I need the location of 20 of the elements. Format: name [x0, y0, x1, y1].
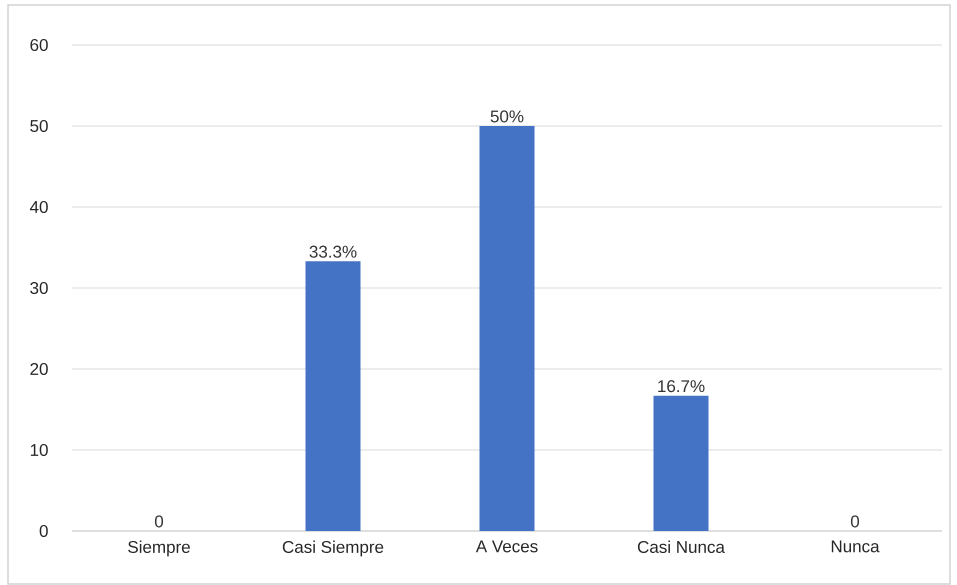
y-tick-label: 20 [30, 362, 48, 376]
data-label: 16.7% [658, 380, 704, 392]
x-tick-label: Nunca [832, 540, 880, 552]
x-tick-label: Casi Siempre [282, 540, 384, 556]
y-tick-label: 60 [30, 38, 48, 52]
bar [654, 396, 709, 531]
data-label: 50% [490, 110, 524, 122]
y-tick-label: 0 [40, 524, 48, 538]
y-tick-label: 30 [30, 282, 48, 294]
data-label: 0 [154, 515, 164, 528]
bar [306, 261, 361, 531]
y-tick-label: 40 [30, 200, 48, 214]
data-label: 0 [850, 515, 860, 528]
y-tick-label: 50 [30, 120, 48, 132]
x-tick-label: Siempre [128, 540, 190, 556]
x-tick-label: A Veces [476, 540, 538, 552]
x-tick-label: Casi Nunca [638, 540, 725, 554]
bar [480, 126, 535, 531]
data-label: 33.3% [310, 246, 356, 258]
y-tick-label: 10 [30, 444, 48, 456]
